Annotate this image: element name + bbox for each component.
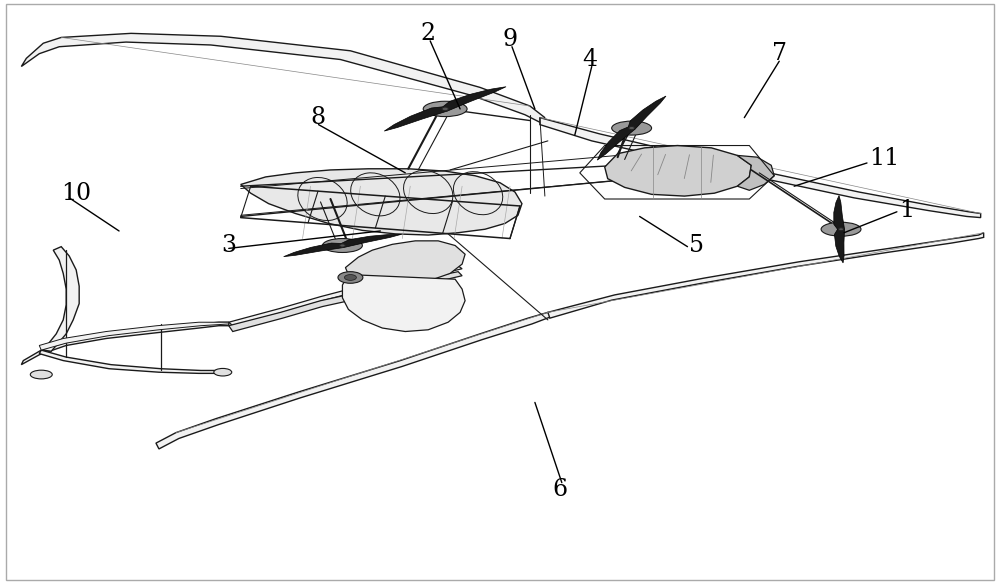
Ellipse shape [340,244,345,247]
Ellipse shape [30,370,52,379]
Text: 7: 7 [772,42,787,65]
Polygon shape [21,33,545,122]
Text: 11: 11 [869,147,899,170]
Ellipse shape [442,107,448,111]
Text: 6: 6 [552,478,567,501]
Polygon shape [39,322,229,350]
Ellipse shape [821,223,861,236]
Polygon shape [548,232,984,318]
Polygon shape [156,312,552,449]
Ellipse shape [344,274,356,280]
Text: 3: 3 [221,234,236,257]
Polygon shape [43,246,79,352]
Ellipse shape [423,101,467,117]
Text: 9: 9 [502,27,518,51]
Polygon shape [737,155,774,190]
Ellipse shape [338,272,363,283]
Polygon shape [384,107,447,131]
Text: 4: 4 [582,48,597,71]
Polygon shape [21,322,229,364]
Polygon shape [284,243,344,256]
Polygon shape [229,272,462,332]
Polygon shape [341,234,401,248]
Polygon shape [540,117,981,218]
Polygon shape [834,196,845,230]
Polygon shape [605,145,751,196]
Ellipse shape [612,121,652,135]
Text: 8: 8 [311,106,326,129]
Polygon shape [597,127,635,160]
Polygon shape [443,87,506,111]
Ellipse shape [629,126,635,130]
Polygon shape [39,350,229,373]
Polygon shape [345,241,465,285]
Ellipse shape [214,369,232,376]
Text: 2: 2 [421,22,436,45]
Text: 1: 1 [899,199,914,222]
Ellipse shape [838,228,844,231]
Polygon shape [342,274,465,332]
Polygon shape [834,229,845,263]
Text: 10: 10 [61,182,91,205]
Text: 5: 5 [689,234,704,257]
Polygon shape [628,96,666,129]
Polygon shape [229,266,462,326]
Polygon shape [241,169,522,235]
Ellipse shape [322,238,362,252]
